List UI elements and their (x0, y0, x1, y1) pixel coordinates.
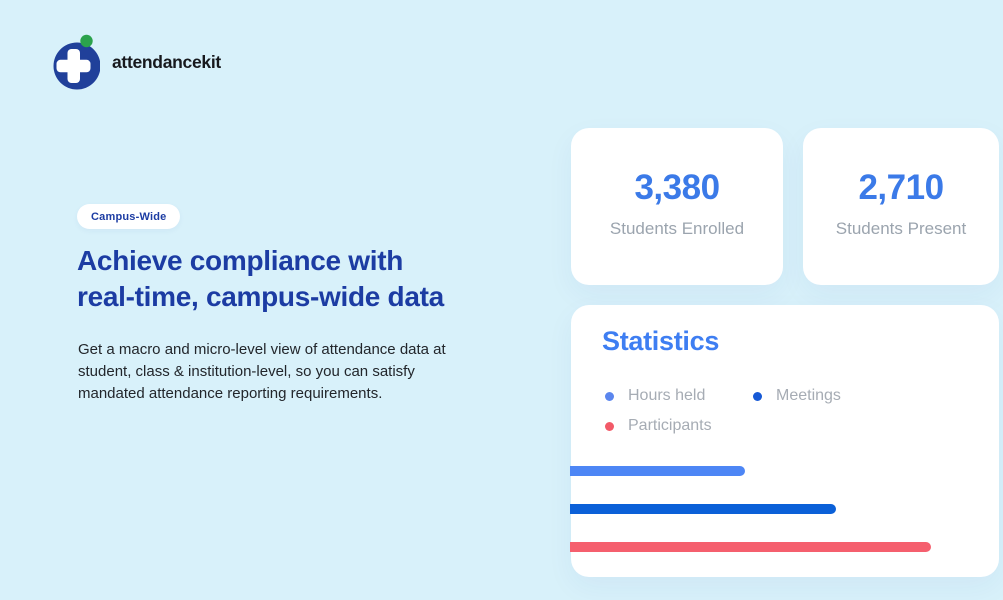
brand-logo[interactable]: attendancekit (50, 30, 221, 90)
legend-item-hours-held: Hours held (605, 387, 753, 405)
bar-meetings (570, 504, 836, 514)
hero-description-line-2: student, class & institution-level, so y… (78, 363, 415, 380)
legend-item-meetings: Meetings (753, 387, 841, 405)
statistics-card: Statistics Hours held Meetings Participa… (570, 305, 999, 577)
brand-wordmark: attendancekit (112, 52, 221, 72)
legend-row: Hours held Meetings (605, 381, 965, 411)
legend-label: Meetings (776, 387, 841, 404)
attendancekit-logo-icon (53, 34, 100, 90)
stat-value: 2,710 (858, 168, 944, 207)
bar-hours-held (570, 466, 745, 476)
chart-legend: Hours held Meetings Participants (605, 381, 965, 441)
stat-card-students-present: 2,710 Students Present (803, 128, 999, 285)
page-title: Achieve compliance with real-time, campu… (77, 243, 444, 315)
stat-label: Students Present (835, 219, 967, 238)
campus-wide-badge: Campus-Wide (77, 204, 181, 229)
bar-participants (570, 542, 931, 552)
page-title-line-1: Achieve compliance with (77, 245, 404, 276)
legend-item-participants: Participants (605, 417, 712, 435)
legend-dot-icon (605, 421, 614, 431)
legend-dot-icon (753, 391, 762, 401)
legend-dot-icon (605, 391, 614, 401)
status-dot (80, 34, 93, 48)
legend-label: Hours held (628, 387, 706, 404)
page-title-line-2: real-time, campus-wide data (77, 281, 444, 312)
hero-description: Get a macro and micro-level view of atte… (78, 339, 446, 405)
legend-label: Participants (628, 417, 712, 434)
legend-row: Participants (605, 411, 965, 441)
statistics-title: Statistics (602, 326, 720, 356)
hero-description-line-1: Get a macro and micro-level view of atte… (78, 341, 446, 358)
stat-value: 3,380 (634, 168, 720, 207)
stat-label: Students Enrolled (609, 219, 745, 238)
hero-description-line-3: mandated attendance reporting requiremen… (78, 385, 383, 402)
stat-card-students-enrolled: 3,380 Students Enrolled (571, 128, 783, 285)
